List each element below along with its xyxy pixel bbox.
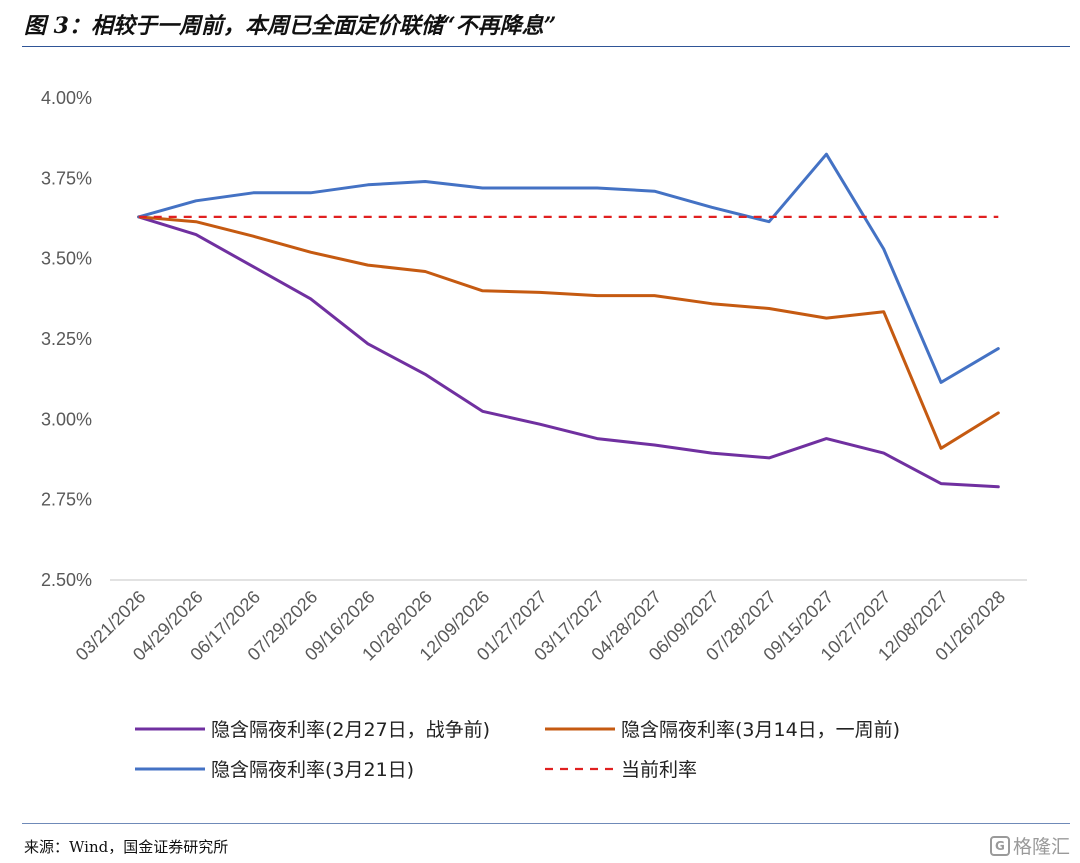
y-tick-label: 3.00% bbox=[41, 409, 92, 429]
legend-item-4: 当前利率 bbox=[545, 759, 697, 781]
y-tick-label: 3.25% bbox=[41, 329, 92, 349]
line-chart: 2.50%2.75%3.00%3.25%3.50%3.75%4.00%03/21… bbox=[41, 88, 1027, 781]
y-tick-label: 3.50% bbox=[41, 249, 92, 269]
y-tick-label: 3.75% bbox=[41, 168, 92, 188]
y-tick-label: 4.00% bbox=[41, 88, 92, 108]
watermark-logo-icon: G bbox=[989, 835, 1010, 856]
series-line-2 bbox=[137, 215, 1000, 450]
watermark: G 格隆汇 bbox=[989, 832, 1070, 859]
watermark-text: 格隆汇 bbox=[1012, 836, 1070, 858]
title-rule bbox=[22, 46, 1070, 47]
legend-item-2: 隐含隔夜利率(3月14日，一周前) bbox=[545, 719, 900, 741]
y-tick-label: 2.50% bbox=[41, 570, 92, 590]
footer-rule bbox=[22, 823, 1070, 824]
legend-label: 隐含隔夜利率(2月27日，战争前) bbox=[211, 719, 490, 741]
figure-title: 图 3：相较于一周前，本周已全面定价联储“不再降息” bbox=[24, 13, 557, 39]
legend-item-1: 隐含隔夜利率(2月27日，战争前) bbox=[135, 719, 490, 741]
series-line-3 bbox=[137, 152, 1000, 384]
source-note: 来源：Wind，国金证券研究所 bbox=[24, 838, 229, 856]
legend-label: 隐含隔夜利率(3月21日) bbox=[211, 759, 414, 781]
legend-label: 隐含隔夜利率(3月14日，一周前) bbox=[621, 719, 900, 741]
legend-label: 当前利率 bbox=[621, 759, 697, 781]
y-tick-label: 2.75% bbox=[41, 490, 92, 510]
series-line-1 bbox=[137, 215, 1000, 489]
legend-item-3: 隐含隔夜利率(3月21日) bbox=[135, 759, 414, 781]
